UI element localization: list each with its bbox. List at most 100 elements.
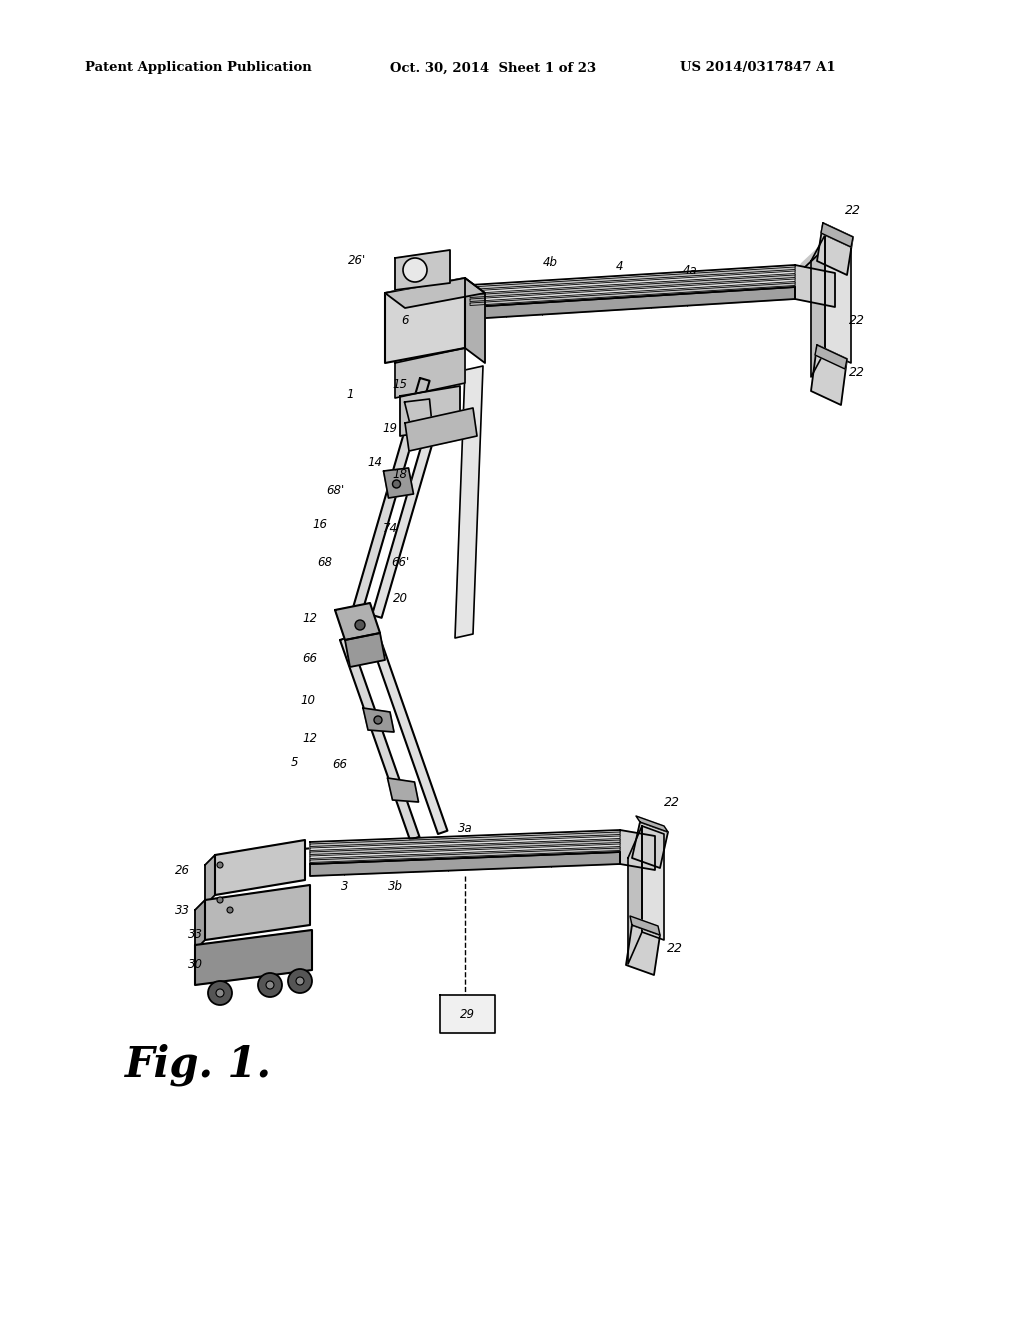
Circle shape: [266, 981, 274, 989]
Polygon shape: [205, 884, 310, 940]
Text: 5: 5: [291, 755, 299, 768]
Polygon shape: [628, 826, 642, 964]
Polygon shape: [310, 843, 620, 858]
Polygon shape: [626, 925, 660, 975]
Text: 74: 74: [383, 521, 397, 535]
Text: 26': 26': [348, 253, 367, 267]
Text: 22: 22: [845, 203, 861, 216]
Text: 18: 18: [392, 469, 408, 482]
Text: 22: 22: [664, 796, 680, 808]
Polygon shape: [345, 634, 385, 667]
Polygon shape: [470, 267, 795, 289]
Polygon shape: [395, 348, 465, 399]
Text: 4a: 4a: [683, 264, 697, 277]
Text: 3: 3: [341, 879, 349, 892]
Text: 15: 15: [392, 379, 408, 392]
Polygon shape: [310, 830, 620, 865]
Text: 14: 14: [368, 455, 383, 469]
Circle shape: [403, 257, 427, 282]
Polygon shape: [350, 378, 430, 620]
Polygon shape: [310, 832, 620, 846]
Polygon shape: [404, 399, 431, 422]
Text: 4: 4: [616, 260, 624, 273]
Circle shape: [217, 898, 223, 903]
Text: 22: 22: [667, 941, 683, 954]
Polygon shape: [455, 366, 483, 638]
Text: 16: 16: [312, 519, 328, 532]
Circle shape: [208, 981, 232, 1005]
Polygon shape: [340, 636, 420, 840]
Text: 66': 66': [391, 556, 410, 569]
Polygon shape: [310, 851, 620, 876]
Circle shape: [258, 973, 282, 997]
Text: 29: 29: [460, 1007, 474, 1020]
Polygon shape: [642, 826, 664, 940]
Text: Fig. 1.: Fig. 1.: [125, 1044, 272, 1086]
Text: 20: 20: [392, 591, 408, 605]
Text: 12: 12: [302, 731, 317, 744]
Text: 66: 66: [333, 759, 347, 771]
Polygon shape: [470, 275, 795, 297]
Polygon shape: [470, 282, 795, 305]
Polygon shape: [470, 271, 795, 293]
Polygon shape: [372, 375, 452, 618]
Text: 33: 33: [174, 903, 189, 916]
Text: 26: 26: [174, 863, 189, 876]
Polygon shape: [817, 223, 853, 275]
Polygon shape: [821, 223, 853, 247]
Text: 66: 66: [302, 652, 317, 664]
Text: 30: 30: [187, 958, 203, 972]
Polygon shape: [636, 816, 668, 832]
Polygon shape: [195, 900, 205, 950]
Polygon shape: [620, 830, 655, 870]
Text: 6: 6: [401, 314, 409, 326]
Polygon shape: [310, 836, 620, 850]
Polygon shape: [470, 265, 795, 308]
Text: 4b: 4b: [543, 256, 557, 269]
Polygon shape: [470, 279, 795, 301]
Polygon shape: [362, 708, 394, 733]
Polygon shape: [400, 385, 460, 436]
Text: 33: 33: [187, 928, 203, 941]
Polygon shape: [815, 345, 847, 370]
Polygon shape: [195, 931, 312, 985]
Circle shape: [288, 969, 312, 993]
Polygon shape: [825, 235, 851, 363]
Polygon shape: [335, 603, 380, 640]
Text: 22: 22: [849, 314, 865, 326]
Text: 12: 12: [302, 611, 317, 624]
Polygon shape: [811, 235, 825, 378]
Circle shape: [217, 862, 223, 869]
Polygon shape: [406, 408, 477, 451]
Circle shape: [296, 977, 304, 985]
Text: Patent Application Publication: Patent Application Publication: [85, 62, 311, 74]
Polygon shape: [470, 286, 795, 319]
Polygon shape: [395, 249, 450, 290]
Text: Oct. 30, 2014  Sheet 1 of 23: Oct. 30, 2014 Sheet 1 of 23: [390, 62, 596, 74]
Circle shape: [227, 907, 233, 913]
Text: 68: 68: [317, 557, 333, 569]
Polygon shape: [205, 855, 215, 906]
Polygon shape: [310, 847, 620, 862]
Text: 19: 19: [383, 421, 397, 434]
Text: US 2014/0317847 A1: US 2014/0317847 A1: [680, 62, 836, 74]
Circle shape: [374, 715, 382, 723]
Circle shape: [392, 480, 400, 488]
Polygon shape: [440, 995, 495, 1034]
Text: 10: 10: [300, 693, 315, 706]
Polygon shape: [215, 840, 305, 895]
Polygon shape: [368, 631, 447, 834]
Text: 22: 22: [849, 367, 865, 380]
Polygon shape: [385, 279, 485, 308]
Polygon shape: [385, 279, 465, 363]
Polygon shape: [465, 279, 485, 363]
Circle shape: [216, 989, 224, 997]
Polygon shape: [632, 822, 668, 869]
Polygon shape: [630, 916, 660, 935]
Text: 3b: 3b: [387, 879, 402, 892]
Polygon shape: [387, 777, 419, 803]
Text: 68': 68': [326, 483, 344, 496]
Polygon shape: [310, 840, 620, 854]
Polygon shape: [795, 265, 835, 308]
Text: 3a: 3a: [458, 821, 472, 834]
